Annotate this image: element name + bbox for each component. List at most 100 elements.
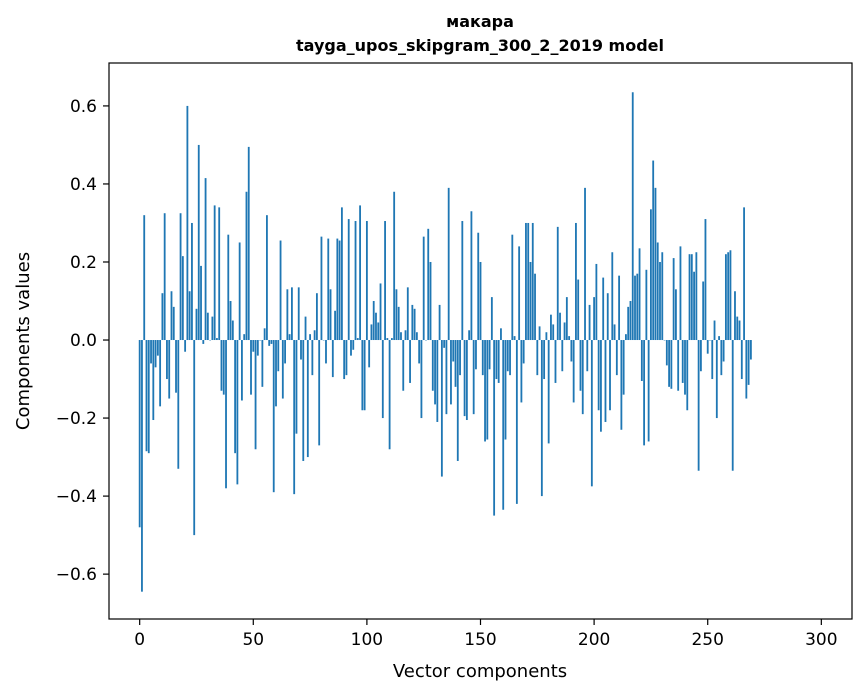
bar — [718, 336, 720, 341]
bar — [565, 297, 568, 341]
bar — [393, 191, 396, 341]
bar — [390, 338, 393, 341]
bar — [245, 191, 248, 341]
bar — [200, 265, 202, 341]
bar — [350, 340, 352, 356]
bar — [640, 340, 643, 381]
bar — [452, 340, 455, 362]
bar — [306, 340, 309, 458]
bar — [534, 273, 536, 341]
bar — [172, 306, 175, 341]
bar — [681, 340, 684, 383]
bar — [584, 187, 586, 341]
bar — [625, 334, 627, 341]
bar — [418, 340, 421, 364]
bar — [368, 340, 371, 368]
bar — [170, 291, 173, 341]
y-tick-label: 0.2 — [70, 253, 97, 273]
bar — [575, 222, 577, 341]
bar — [420, 340, 423, 419]
bar — [568, 336, 571, 341]
bar — [388, 340, 391, 450]
bar — [247, 146, 250, 341]
bar — [427, 228, 430, 341]
y-tick-label: 0.0 — [70, 331, 97, 351]
bar — [618, 275, 621, 341]
bar — [577, 279, 580, 341]
y-axis-ticks: −0.6 −0.4 −0.2 0.0 0.2 0.4 0.6 — [56, 97, 109, 585]
bar — [520, 340, 523, 403]
bar — [331, 340, 334, 378]
bar — [668, 340, 670, 387]
bar — [479, 261, 482, 341]
bar — [431, 340, 434, 391]
bar — [645, 269, 648, 341]
bar — [690, 254, 693, 341]
bar — [522, 340, 525, 364]
bar — [590, 340, 593, 487]
bar — [320, 236, 323, 341]
bar — [540, 340, 543, 497]
bar — [354, 221, 357, 341]
y-tick-label: 0.4 — [70, 175, 97, 195]
bar — [563, 322, 566, 341]
bar — [543, 340, 546, 380]
bar — [327, 238, 330, 341]
bar — [438, 304, 441, 341]
bar — [213, 205, 216, 341]
bar — [238, 242, 241, 341]
bar — [143, 215, 146, 341]
bar — [302, 340, 305, 461]
bar — [468, 330, 471, 341]
bar — [500, 328, 502, 341]
bar — [166, 340, 168, 380]
bar — [615, 340, 618, 376]
bar — [397, 306, 400, 341]
bar — [720, 340, 723, 376]
bar — [150, 340, 152, 364]
bar — [497, 340, 500, 383]
bar — [359, 205, 361, 341]
bar — [297, 287, 300, 341]
bar — [177, 340, 180, 469]
x-tick-label: 300 — [805, 630, 837, 650]
bar — [484, 340, 486, 442]
bar — [713, 320, 716, 341]
bar — [550, 314, 552, 341]
bar — [456, 340, 459, 461]
chart-title: макара — [446, 12, 514, 31]
bar — [222, 340, 225, 395]
bar — [422, 236, 425, 341]
bar — [656, 242, 659, 341]
bar — [527, 222, 530, 341]
bar — [309, 334, 311, 341]
bar — [181, 256, 184, 341]
bar — [675, 289, 677, 341]
bar — [195, 308, 198, 341]
x-tick-label: 0 — [134, 630, 145, 650]
bar — [538, 326, 541, 341]
bar — [688, 254, 691, 341]
bar — [379, 283, 382, 341]
bar — [343, 340, 346, 380]
bar — [361, 340, 364, 411]
bar — [338, 240, 341, 341]
bar — [704, 219, 707, 341]
bar — [631, 92, 634, 341]
bar — [141, 340, 143, 592]
bar — [518, 246, 521, 341]
bar — [304, 316, 307, 341]
bar — [254, 340, 257, 450]
bar — [284, 340, 286, 364]
bar — [447, 187, 450, 341]
bar — [161, 293, 164, 341]
bar — [593, 297, 596, 341]
bar — [743, 207, 745, 341]
bar — [661, 252, 664, 341]
bar — [638, 248, 641, 341]
x-tick-label: 100 — [351, 630, 383, 650]
bar — [554, 340, 557, 383]
bar — [288, 334, 291, 341]
bar — [570, 340, 573, 362]
bar — [365, 221, 368, 341]
